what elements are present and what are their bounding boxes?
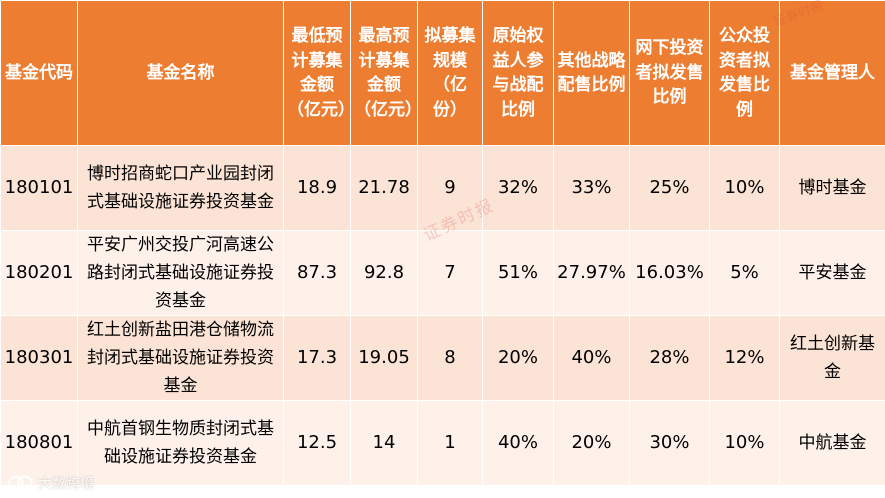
cell-name: 红土创新盐田港仓储物流封闭式基础设施证券投资基金 [77,315,284,401]
header-name: 基金名称 [77,0,284,146]
header-manager: 基金管理人 [779,0,885,146]
table-row: 180301 红土创新盐田港仓储物流封闭式基础设施证券投资基金 17.3 19.… [0,315,885,401]
cell-min-raise: 12.5 [283,400,351,486]
cell-offline: 30% [629,400,710,486]
cell-planned-scale: 1 [417,400,483,486]
cell-other-strategic: 27.97% [553,230,630,316]
cell-public: 5% [709,230,780,316]
cell-max-raise: 21.78 [350,145,418,231]
cell-other-strategic: 20% [553,400,630,486]
table-body: 180101 博时招商蛇口产业园封闭式基础设施证券投资基金 18.9 21.78… [0,145,885,486]
header-row: 基金代码 基金名称 最低预计募集金额（亿元） 最高预计募集金额（亿元） 拟募集规… [0,0,885,146]
header-other-strategic: 其他战略配售比例 [553,0,630,146]
brand-text: 大数跨境 [38,475,94,491]
cell-original-holder: 51% [482,230,554,316]
header-offline: 网下投资者拟发售比例 [629,0,710,146]
brand-logo: 大数跨境 [8,473,94,493]
cell-manager: 博时基金 [779,145,885,231]
header-planned-scale: 拟募集规模（亿份） [417,0,483,146]
cell-public: 10% [709,145,780,231]
cell-max-raise: 14 [350,400,418,486]
brand-logo-icon [8,473,34,493]
cell-name: 平安广州交投广河高速公路封闭式基础设施证券投资基金 [77,230,284,316]
cell-min-raise: 87.3 [283,230,351,316]
cell-manager: 中航基金 [779,400,885,486]
cell-public: 12% [709,315,780,401]
cell-other-strategic: 33% [553,145,630,231]
cell-manager: 平安基金 [779,230,885,316]
cell-code: 180801 [0,400,78,486]
cell-code: 180301 [0,315,78,401]
cell-offline: 16.03% [629,230,710,316]
cell-name: 中航首钢生物质封闭式基础设施证券投资基金 [77,400,284,486]
cell-offline: 28% [629,315,710,401]
cell-original-holder: 20% [482,315,554,401]
cell-code: 180201 [0,230,78,316]
cell-offline: 25% [629,145,710,231]
cell-min-raise: 18.9 [283,145,351,231]
cell-max-raise: 19.05 [350,315,418,401]
header-code: 基金代码 [0,0,78,146]
table-row: 180801 中航首钢生物质封闭式基础设施证券投资基金 12.5 14 1 40… [0,400,885,486]
cell-manager: 红土创新基金 [779,315,885,401]
cell-public: 10% [709,400,780,486]
header-min-raise: 最低预计募集金额（亿元） [283,0,351,146]
cell-name: 博时招商蛇口产业园封闭式基础设施证券投资基金 [77,145,284,231]
header-public: 公众投资者拟发售比例 [709,0,780,146]
cell-max-raise: 92.8 [350,230,418,316]
cell-other-strategic: 40% [553,315,630,401]
cell-original-holder: 40% [482,400,554,486]
table-row: 180101 博时招商蛇口产业园封闭式基础设施证券投资基金 18.9 21.78… [0,145,885,231]
cell-code: 180101 [0,145,78,231]
table-row: 180201 平安广州交投广河高速公路封闭式基础设施证券投资基金 87.3 92… [0,230,885,316]
cell-planned-scale: 8 [417,315,483,401]
fund-table: 基金代码 基金名称 最低预计募集金额（亿元） 最高预计募集金额（亿元） 拟募集规… [0,0,885,486]
table-header: 基金代码 基金名称 最低预计募集金额（亿元） 最高预计募集金额（亿元） 拟募集规… [0,0,885,146]
cell-original-holder: 32% [482,145,554,231]
header-original-holder: 原始权益人参与战配比例 [482,0,554,146]
cell-min-raise: 17.3 [283,315,351,401]
header-max-raise: 最高预计募集金额（亿元） [350,0,418,146]
